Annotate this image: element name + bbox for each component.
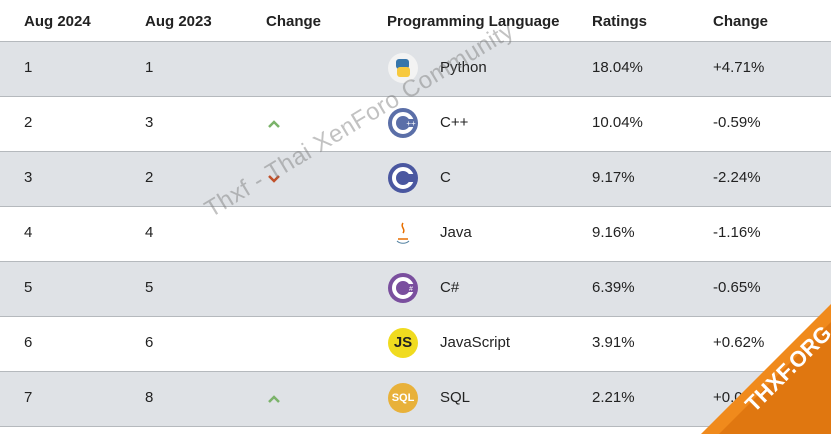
header-cell: Change xyxy=(266,13,322,30)
cell-text: Java xyxy=(440,224,472,241)
language-icon: ++ xyxy=(388,108,418,138)
cell-text: -1.16% xyxy=(713,224,761,241)
cell-text: 1 xyxy=(145,59,154,76)
cell-text: SQL xyxy=(440,389,471,406)
language-icon xyxy=(388,53,418,83)
header-cell: Ratings xyxy=(592,13,648,30)
cell-text: 2 xyxy=(145,169,154,186)
icon-text: SQL xyxy=(391,392,415,404)
header-row: Aug 2024 Aug 2023 Change Programming Langua… xyxy=(0,0,831,42)
cell-text: 5 xyxy=(24,279,33,296)
badge: THXF.ORG xyxy=(701,304,831,434)
icon-text: JS xyxy=(393,334,413,351)
cell-text: C++ xyxy=(440,114,469,131)
cell-text: 9.17% xyxy=(592,169,635,186)
language-icon: # xyxy=(388,273,418,303)
header-cell: Programming Language xyxy=(387,13,560,30)
language-icon xyxy=(388,218,418,248)
cell-text: 5 xyxy=(145,279,154,296)
cell-text: 3 xyxy=(145,114,154,131)
cell-text: 18.04% xyxy=(592,59,643,76)
table-row: 5 5 C# 6.39% -0.65% # xyxy=(0,262,831,317)
cell-text: -0.59% xyxy=(713,114,761,131)
cell-text: 10.04% xyxy=(592,114,643,131)
cell-text: 6.39% xyxy=(592,279,635,296)
cell-text: 1 xyxy=(24,59,33,76)
cell-text: +0.62% xyxy=(713,334,765,351)
header-cell: Aug 2023 xyxy=(145,13,212,30)
cell-text: Python xyxy=(440,59,487,76)
cell-text: 6 xyxy=(145,334,154,351)
cell-text: 2 xyxy=(24,114,33,131)
change-arrow xyxy=(268,175,280,183)
cell-text: +4.71% xyxy=(713,59,765,76)
cell-text: JavaScript xyxy=(440,334,511,351)
table-row: 3 2 C 9.17% -2.24% xyxy=(0,152,831,207)
cell-text: 3 xyxy=(24,169,33,186)
language-icon xyxy=(388,383,418,413)
cell-text: -2.24% xyxy=(713,169,761,186)
cell-text: 6 xyxy=(24,334,33,351)
cell-text: 3.91% xyxy=(592,334,635,351)
svg-text:++: ++ xyxy=(406,119,416,128)
svg-text:#: # xyxy=(409,286,413,293)
cell-text: C# xyxy=(440,279,460,296)
table-row: 4 4 Java 9.16% -1.16% xyxy=(0,207,831,262)
cell-text: 7 xyxy=(24,389,33,406)
header-cell: Change xyxy=(713,13,769,30)
table-row: 2 3 C++ 10.04% -0.59% ++ xyxy=(0,97,831,152)
cell-text: 4 xyxy=(145,224,154,241)
language-icon xyxy=(388,163,418,193)
cell-text: C xyxy=(440,169,451,186)
cell-text: 9.16% xyxy=(592,224,635,241)
change-arrow xyxy=(268,120,280,128)
header-cell: Aug 2024 xyxy=(24,13,91,30)
table-row: 6 6 JavaScript 3.91% +0.62% JS xyxy=(0,317,831,372)
cell-text: 8 xyxy=(145,389,154,406)
cell-text: -0.65% xyxy=(713,279,761,296)
language-icon xyxy=(388,328,418,358)
table-row: 1 1 Python 18.04% +4.71% xyxy=(0,42,831,97)
change-arrow xyxy=(268,395,280,403)
cell-text: 2.21% xyxy=(592,389,635,406)
badge-shape xyxy=(701,304,831,434)
cell-text: 4 xyxy=(24,224,33,241)
